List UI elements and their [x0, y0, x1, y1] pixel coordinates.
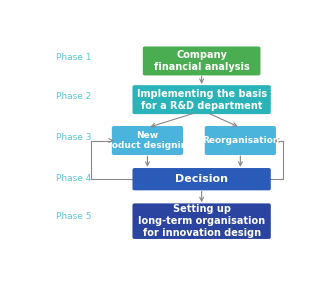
Text: Phase 3: Phase 3 [56, 133, 91, 142]
Text: Phase 2: Phase 2 [56, 92, 91, 101]
FancyBboxPatch shape [205, 126, 276, 155]
Text: Phase 5: Phase 5 [56, 212, 91, 221]
FancyBboxPatch shape [133, 85, 271, 114]
Text: Decision: Decision [175, 174, 228, 184]
FancyBboxPatch shape [133, 203, 271, 239]
FancyBboxPatch shape [143, 46, 260, 75]
Text: Implementing the basis
for a R&D department: Implementing the basis for a R&D departm… [137, 89, 267, 110]
FancyBboxPatch shape [133, 168, 271, 190]
Text: Reorganisation: Reorganisation [202, 136, 279, 145]
Text: Setting up
long-term organisation
for innovation design: Setting up long-term organisation for in… [138, 204, 265, 238]
Text: Phase 4: Phase 4 [56, 174, 91, 183]
FancyBboxPatch shape [112, 126, 183, 155]
Text: Company
financial analysis: Company financial analysis [154, 50, 249, 72]
Text: Phase 1: Phase 1 [56, 53, 91, 62]
Text: New
product designing: New product designing [101, 131, 194, 150]
